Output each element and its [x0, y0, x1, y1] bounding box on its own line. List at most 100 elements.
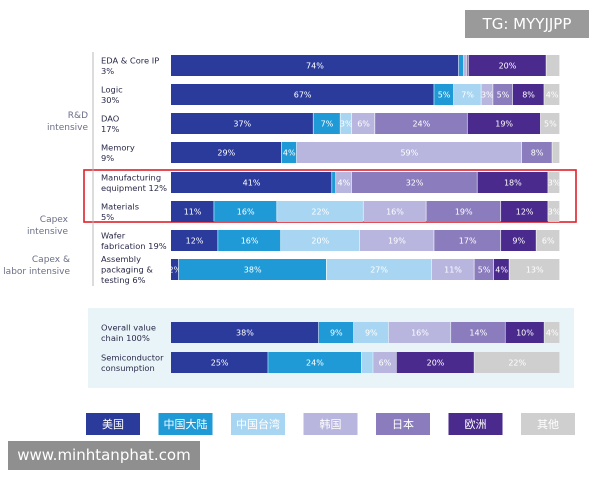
bar-segment-label: 19%	[388, 237, 406, 246]
bar-segment-label: 8%	[522, 91, 535, 100]
bar-segment-label: 16%	[411, 329, 429, 338]
bar-segment	[218, 230, 281, 251]
bar-segment	[361, 352, 373, 373]
bar-segment	[466, 55, 468, 76]
bar-segment	[171, 172, 332, 193]
bar-segment	[467, 113, 541, 134]
bar-segment	[281, 142, 297, 163]
row-label: testing 6%	[101, 275, 146, 285]
bar-segment	[363, 201, 426, 222]
bar-segment-label: 4%	[495, 266, 508, 275]
bar-segment-label: 25%	[211, 359, 229, 368]
bar-segment-label: 16%	[386, 208, 404, 217]
row-label: DAO	[101, 113, 120, 123]
bar-segment	[453, 84, 481, 105]
bar-segment	[353, 322, 389, 343]
bar-segment-label: 16%	[241, 237, 259, 246]
legend-label: 日本	[392, 417, 414, 431]
bar-segment	[296, 142, 522, 163]
bar-segment-label: 19%	[495, 120, 513, 129]
bar-segment	[388, 322, 451, 343]
bar-segment	[546, 55, 560, 76]
bar-segment-label: 11%	[184, 208, 202, 217]
row-label: packaging &	[101, 265, 153, 275]
group-label: Capex	[40, 215, 69, 225]
bar-row: EDA & Core IP3% 74% 20%	[101, 55, 560, 76]
bar-segment	[352, 113, 375, 134]
bar-segment-label: 74%	[306, 62, 324, 71]
bar-segment-label: 4%	[338, 179, 351, 188]
bar-segment-label: 20%	[427, 359, 445, 368]
bar-segment	[171, 142, 281, 163]
bar-segment	[458, 55, 464, 76]
bar-segment	[477, 172, 548, 193]
bar-segment	[351, 172, 477, 193]
bar-segment	[536, 230, 560, 251]
bar-segment	[509, 259, 560, 280]
bar-segment-label: 3%	[340, 120, 353, 129]
legend-swatch	[158, 413, 213, 435]
bar-segment-label: 38%	[236, 329, 254, 338]
bar-segment-label: 6%	[542, 237, 555, 246]
bar-segment	[340, 113, 352, 134]
bar-segment	[493, 84, 513, 105]
bar-segment	[468, 55, 546, 76]
group-labels-layer: R&D intensive Capex intensive Capex & labor i…	[3, 111, 88, 277]
group-label: R&D	[68, 111, 88, 121]
bar-segment-label: 4%	[546, 329, 559, 338]
bar-segment	[171, 259, 179, 280]
bar-segment	[313, 113, 340, 134]
legend-label: 欧洲	[465, 418, 487, 431]
bar-segment-label: 5%	[478, 266, 491, 275]
bar-segment-label: 13%	[526, 266, 544, 275]
bar-segment	[540, 113, 560, 134]
bar-segment-label: 4%	[283, 149, 296, 158]
bar-segment	[493, 259, 509, 280]
group-label: labor intensive	[3, 267, 70, 277]
bar-segment-label: 24%	[412, 120, 430, 129]
summary-panel-background	[88, 308, 574, 388]
bar-segment-label: 6%	[379, 359, 392, 368]
bar-segment-label: 18%	[504, 179, 522, 188]
bar-segment	[501, 201, 548, 222]
bar-segment	[336, 172, 352, 193]
bar-segment	[512, 84, 544, 105]
bar-segment-label: 37%	[233, 120, 251, 129]
row-label: 5%	[101, 212, 114, 222]
bar-segment	[481, 84, 493, 105]
bar-segment-label: 67%	[294, 91, 312, 100]
legend-swatch	[231, 413, 285, 435]
bar-segment-label: 24%	[306, 359, 324, 368]
row-label: fabrication 19%	[101, 241, 167, 251]
row-label: 3%	[101, 66, 114, 76]
row-label: Manufacturing	[101, 172, 161, 182]
group-label: Capex &	[32, 255, 70, 265]
bar-segment	[544, 322, 560, 343]
bar-segment-label: 11%	[444, 266, 462, 275]
bar-segment-label: 7%	[321, 120, 334, 129]
row-label: Overall value	[101, 322, 156, 332]
bar-segment	[268, 352, 362, 373]
bar-segment-label: 9%	[330, 329, 343, 338]
bar-segment	[548, 201, 560, 222]
bar-segment	[359, 230, 434, 251]
bar-segment	[501, 230, 536, 251]
bar-segment-label: 12%	[516, 208, 534, 217]
bar-segment-label: 3%	[548, 208, 561, 217]
bar-segment	[434, 84, 454, 105]
bar-segment-label: 8%	[531, 149, 544, 158]
row-label: 9%	[101, 153, 114, 163]
row-label: Semiconductor	[101, 352, 164, 362]
legend-label: 韩国	[320, 417, 342, 431]
row-label: chain 100%	[101, 333, 150, 343]
group-label: intensive	[47, 123, 88, 133]
bar-segment-label: 38%	[244, 266, 262, 275]
bar-segment-label: 20%	[499, 62, 517, 71]
row-label: 17%	[101, 124, 120, 134]
row-label: Assembly	[101, 254, 141, 264]
bar-segment	[171, 84, 434, 105]
